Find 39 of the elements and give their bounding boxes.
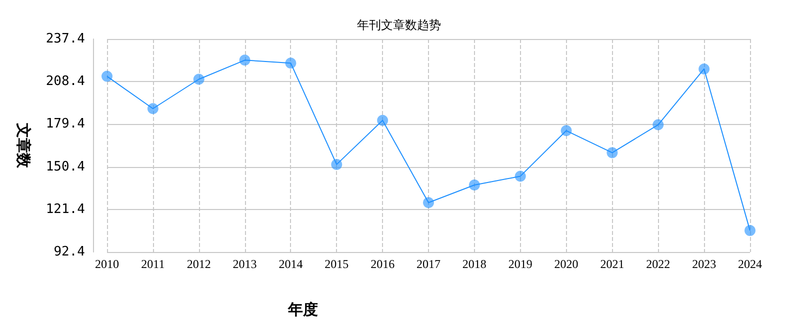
y-tick-label: 150.4 [46, 159, 86, 174]
y-tick-label: 92.4 [54, 244, 86, 260]
chart-title: 年刊文章数趋势 [357, 18, 441, 32]
x-tick-label: 2015 [324, 257, 349, 271]
point [147, 103, 158, 114]
y-tick-label: 208.4 [46, 74, 86, 90]
point [606, 147, 618, 158]
x-tick-label: 2017 [416, 257, 440, 271]
point [698, 63, 710, 74]
point [652, 119, 664, 130]
point [285, 58, 296, 69]
x-tick-label: 2014 [278, 257, 303, 271]
y-tick-label: 179.4 [46, 116, 86, 132]
x-tick-label: 2010 [95, 257, 119, 271]
y-tick-label: 237.4 [46, 32, 86, 46]
x-tick-label: 2021 [600, 257, 624, 271]
x-tick-label: 2019 [508, 257, 532, 271]
point [468, 180, 480, 191]
point [514, 170, 526, 182]
x-tick-label: 2013 [232, 257, 257, 271]
point [102, 70, 112, 82]
x-tick-label: 2023 [692, 257, 716, 271]
x-tick-label: 2020 [554, 257, 578, 271]
x-tick-label: 2016 [370, 257, 395, 271]
point [423, 197, 434, 208]
x-tick-label: 2022 [646, 257, 670, 271]
x-tick-label: 2011 [141, 257, 165, 271]
point [377, 114, 388, 126]
point [193, 74, 204, 85]
point [239, 54, 250, 66]
x-tick-label: 2012 [186, 257, 211, 271]
x-tick-label: 2024 [738, 257, 762, 271]
point [744, 225, 756, 236]
y-tick-label: 121.4 [46, 202, 86, 217]
y-axis-title: 文章数 [14, 122, 32, 169]
x-tick-label: 2018 [462, 257, 486, 271]
point [331, 158, 342, 170]
point [560, 125, 572, 136]
x-axis-title: 年度 [287, 300, 318, 318]
